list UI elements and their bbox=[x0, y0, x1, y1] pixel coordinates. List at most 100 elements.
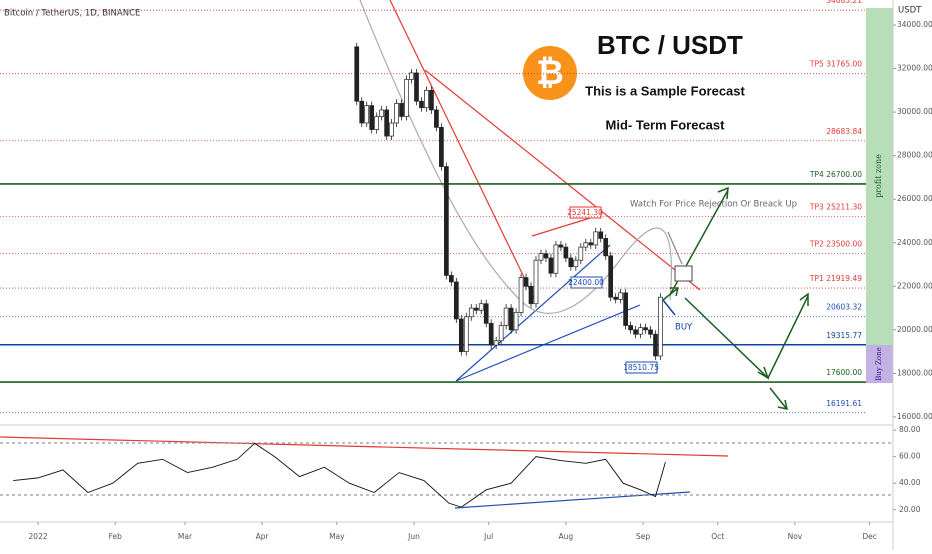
candle bbox=[518, 277, 524, 313]
label-box bbox=[570, 276, 603, 289]
x-tick-label: Apr bbox=[256, 532, 270, 541]
title: BTC / USDT bbox=[597, 30, 743, 60]
level-value: 26700.00 bbox=[826, 170, 862, 179]
candle bbox=[523, 277, 529, 287]
arrow-head bbox=[717, 186, 729, 200]
label-box bbox=[625, 361, 658, 374]
candle bbox=[444, 166, 449, 276]
y-tick-label: 28000.00 bbox=[897, 151, 932, 160]
candle bbox=[439, 127, 444, 167]
watch-box bbox=[674, 265, 693, 282]
trend-line bbox=[455, 304, 641, 382]
y-tick-label: 32000.00 bbox=[897, 64, 932, 73]
candle bbox=[563, 246, 569, 259]
candle bbox=[653, 333, 658, 357]
level-value: 28683.84 bbox=[826, 127, 862, 136]
candle bbox=[498, 325, 504, 342]
candle bbox=[404, 79, 409, 117]
candle bbox=[354, 46, 360, 102]
buy-zone-label: Buy Zone bbox=[875, 347, 883, 381]
level-value: 17600.00 bbox=[826, 368, 862, 377]
candle bbox=[588, 242, 594, 246]
candle bbox=[414, 72, 419, 102]
rsi-tick-label: 20.00 bbox=[899, 505, 921, 514]
candle bbox=[409, 72, 414, 80]
low-label: 18510.75 bbox=[623, 363, 659, 372]
callout-line bbox=[667, 231, 683, 265]
header: Bitcoin / TetherUS, 1D, BINANCE bbox=[4, 9, 140, 19]
x-tick-label: May bbox=[329, 532, 345, 541]
level-value: 16191.61 bbox=[826, 399, 862, 408]
candle bbox=[583, 242, 589, 248]
x-tick-label: Mar bbox=[178, 532, 193, 541]
candle bbox=[424, 90, 429, 109]
x-tick-label: Dec bbox=[862, 532, 877, 541]
level-value: 19315.77 bbox=[826, 331, 862, 340]
candle bbox=[478, 303, 484, 311]
candle bbox=[379, 109, 384, 117]
candle bbox=[578, 246, 584, 261]
level-value: 34683.21 bbox=[826, 0, 862, 5]
candle bbox=[508, 307, 514, 331]
arrow-head bbox=[757, 292, 809, 380]
level-label: 17600.00 bbox=[826, 368, 862, 377]
level-label: 34683.21 bbox=[826, 0, 862, 5]
x-tick-label: Nov bbox=[788, 532, 803, 541]
candle bbox=[623, 292, 628, 326]
candle bbox=[538, 253, 544, 261]
rsi-line bbox=[13, 442, 666, 508]
candle bbox=[628, 325, 633, 331]
candle bbox=[558, 244, 564, 248]
candle bbox=[488, 322, 494, 346]
candle bbox=[483, 303, 489, 324]
level-value: 25211.30 bbox=[826, 202, 862, 211]
level-value: 21919.49 bbox=[826, 274, 862, 283]
horizon: Mid- Term Forecast bbox=[606, 117, 726, 132]
candle bbox=[468, 307, 474, 318]
rsi-trend bbox=[0, 436, 729, 457]
candle bbox=[618, 292, 623, 300]
subtitle: This is a Sample Forecast bbox=[585, 83, 745, 98]
level-value: 23500.00 bbox=[826, 240, 862, 249]
candle bbox=[533, 259, 539, 305]
level-name: TP1 bbox=[809, 274, 824, 283]
trend-line bbox=[389, 0, 536, 301]
candle bbox=[658, 296, 663, 357]
candle bbox=[429, 90, 434, 111]
candle bbox=[419, 100, 424, 109]
candle bbox=[384, 109, 389, 137]
candle bbox=[543, 253, 549, 259]
candle bbox=[503, 307, 509, 326]
candle bbox=[364, 105, 370, 124]
candle bbox=[633, 329, 638, 335]
level-name: TP2 bbox=[809, 240, 824, 249]
y-tick-label: 18000.00 bbox=[897, 368, 932, 377]
high-label: 25241.30 bbox=[567, 208, 603, 217]
candle bbox=[548, 257, 554, 274]
y-tick-label: 22000.00 bbox=[897, 281, 932, 290]
x-tick-label: Aug bbox=[559, 532, 574, 541]
buy-arrow bbox=[662, 299, 676, 316]
level-name: TP3 bbox=[809, 202, 824, 211]
level-name: TP4 bbox=[809, 170, 824, 179]
candle bbox=[394, 103, 399, 124]
trend-line bbox=[455, 244, 611, 382]
candle bbox=[568, 257, 574, 268]
y-tick-label: 20000.00 bbox=[897, 325, 932, 334]
x-tick-label: Feb bbox=[109, 532, 123, 541]
buy-zone bbox=[866, 345, 893, 383]
profit-zone-label: profit zone bbox=[874, 154, 883, 198]
candle bbox=[359, 100, 365, 124]
label-box bbox=[569, 206, 602, 219]
mid-label: 22400.00 bbox=[568, 278, 604, 287]
candle bbox=[434, 109, 439, 128]
candle bbox=[374, 116, 380, 130]
bitcoin-symbol: ₿ bbox=[536, 54, 564, 92]
candle bbox=[458, 318, 464, 352]
candle bbox=[553, 244, 559, 274]
level-label: TP3 25211.30 bbox=[809, 202, 862, 211]
candle bbox=[389, 122, 394, 137]
x-tick-label: Jul bbox=[483, 532, 493, 541]
candle bbox=[608, 255, 614, 298]
